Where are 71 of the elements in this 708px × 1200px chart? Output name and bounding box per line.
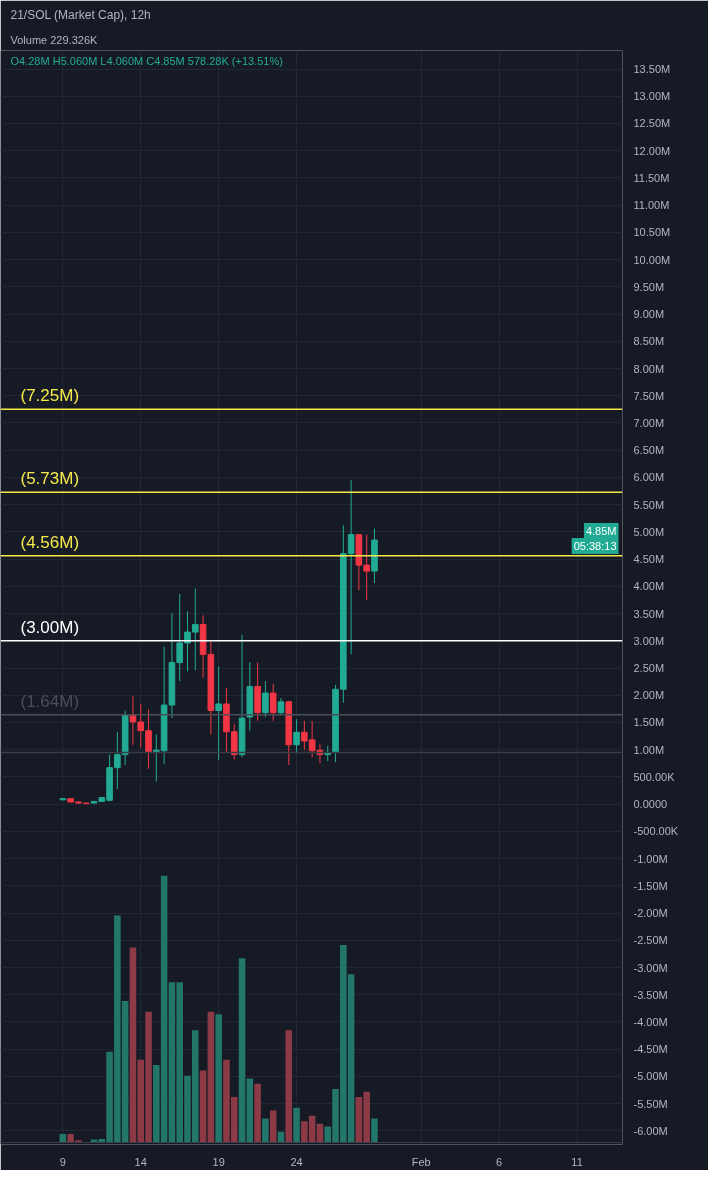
bar [238, 958, 246, 1143]
y-tick-label: 2.50M [633, 662, 665, 675]
y-tick-label: 13.00M [633, 90, 671, 103]
y-tick-label: 10.00M [633, 253, 671, 266]
x-tick-label: 19 [212, 1155, 225, 1168]
y-tick-label: -3.50M [633, 988, 668, 1001]
ref-line-label: (7.25M) [20, 386, 80, 406]
y-tick-label: 12.50M [633, 117, 671, 130]
y-tick-label: 7.00M [633, 416, 665, 429]
y-tick-label: -1.00M [633, 852, 668, 865]
y-tick-label: 500.00K [633, 770, 676, 783]
x-tick-label: 9 [59, 1155, 66, 1168]
ref-line-label: (3.00M) [20, 617, 80, 637]
bar [207, 1011, 215, 1143]
bar [285, 1030, 293, 1143]
y-tick-label: 1.00M [633, 743, 665, 756]
y-tick-label: -4.00M [633, 1015, 668, 1028]
bar [262, 1118, 269, 1143]
y-tick-label: 8.50M [633, 335, 665, 348]
chart-subtitle: Volume 229.326K [10, 33, 99, 46]
annotation: O4.28M H5.060M L4.060M C4.85M 578.28K (+13.51%) [10, 54, 283, 67]
y-tick-label: 1.50M [633, 716, 665, 729]
y-tick-label: 5.50M [633, 498, 665, 511]
y-tick-label: -5.00M [633, 1070, 668, 1083]
annotation: 4.85M [585, 525, 617, 538]
y-tick-label: 10.50M [633, 226, 671, 239]
bar [199, 1070, 207, 1143]
y-tick-label: 4.50M [633, 553, 665, 566]
y-tick-label: 13.50M [633, 63, 671, 76]
y-tick-label: 6.50M [633, 444, 665, 457]
candlestick [269, 683, 277, 722]
x-tick-label: Feb [411, 1155, 431, 1168]
annotation: 05:38:13 [573, 540, 617, 553]
y-tick-label: 6.00M [633, 471, 665, 484]
candlestick [262, 680, 269, 718]
y-tick-label: -500.00K [633, 825, 679, 838]
y-tick-label: 2.00M [633, 689, 665, 702]
y-tick-label: 3.50M [633, 607, 665, 620]
x-tick-label: 11 [571, 1155, 583, 1168]
y-tick-label: 8.00M [633, 362, 665, 375]
chart-title: 21/SOL (Market Cap), 12h [10, 7, 151, 22]
y-tick-label: 11.00M [633, 199, 670, 212]
x-tick-label: 6 [496, 1155, 503, 1168]
y-tick-label: 7.50M [633, 389, 665, 402]
candlestick [293, 718, 300, 755]
y-tick-label: 12.00M [633, 144, 671, 157]
bar [215, 1014, 222, 1143]
y-tick-label: -1.50M [633, 879, 668, 892]
bar [293, 1107, 300, 1143]
y-tick-label: -5.50M [633, 1097, 668, 1110]
bar [371, 1118, 378, 1143]
y-tick-label: 3.00M [633, 634, 665, 647]
y-tick-label: -6.00M [633, 1124, 668, 1137]
x-tick-label: 14 [134, 1155, 147, 1168]
y-tick-label: 9.00M [633, 308, 665, 321]
y-tick-label: -3.00M [633, 961, 668, 974]
ref-line-label: (5.73M) [20, 469, 80, 489]
y-tick-label: -2.50M [633, 934, 668, 947]
y-tick-label: 9.50M [633, 280, 665, 293]
bar [254, 1083, 261, 1143]
y-tick-label: 5.00M [633, 525, 665, 538]
y-tick-label: -4.50M [633, 1043, 668, 1056]
x-tick-label: 24 [290, 1155, 303, 1168]
y-tick-label: 4.00M [633, 580, 665, 593]
candlestick [215, 665, 222, 761]
ref-line-label: (4.56M) [20, 532, 80, 552]
bar [246, 1078, 254, 1143]
y-tick-label: -2.00M [633, 907, 668, 920]
y-tick-label: 11.50M [633, 171, 670, 184]
y-tick-label: 0.0000 [633, 798, 668, 811]
bar [269, 1110, 277, 1143]
